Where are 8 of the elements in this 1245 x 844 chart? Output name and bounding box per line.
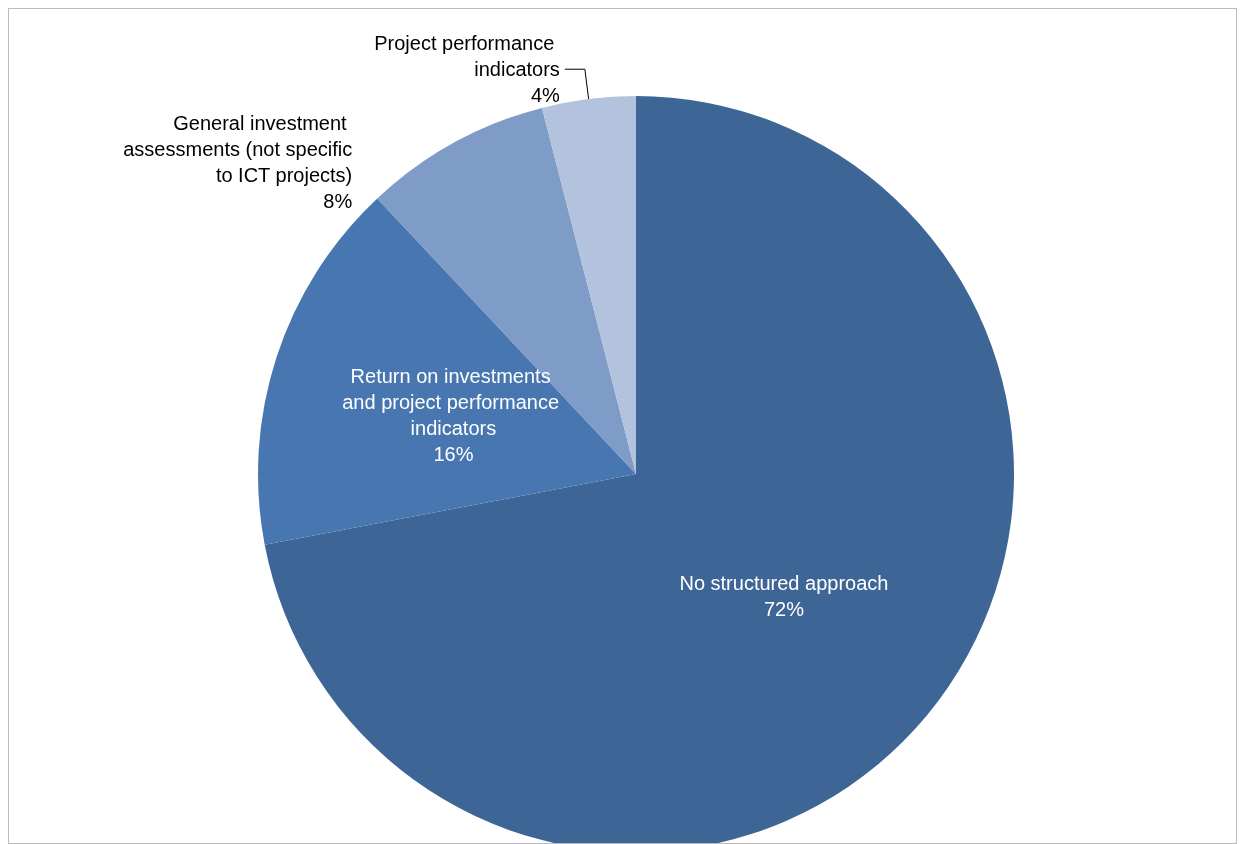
slice-label: No structured approach [679,572,889,595]
slice-label: General investment assessments (not specific to ICT projects) [123,112,353,187]
slice-label: Return on investments and project performance indicators [342,364,565,439]
data-label: 72% [763,598,805,621]
data-label: 4% [530,84,561,107]
slice-label: Project performance indicators [374,32,560,81]
data-label: 8% [323,190,353,213]
data-label: 16% [433,442,474,465]
